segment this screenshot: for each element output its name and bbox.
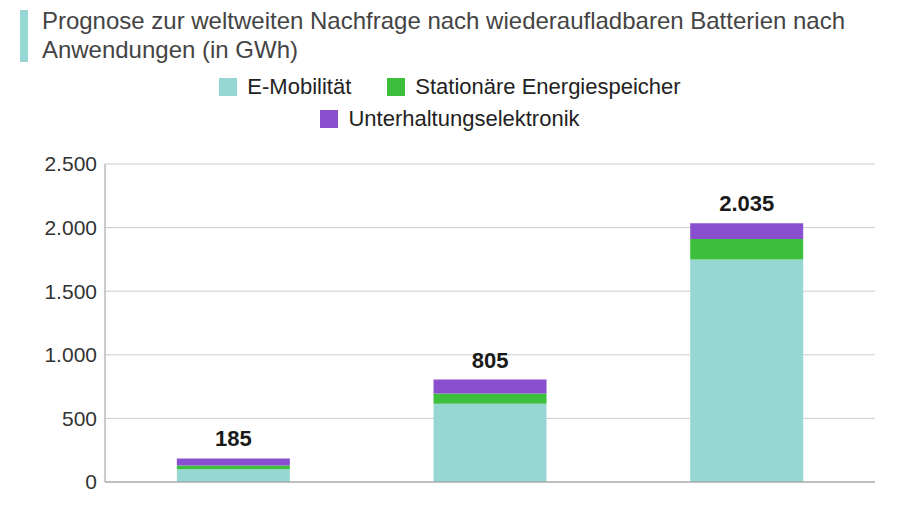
html-text:E-Mobilität: E-Mobilität	[247, 74, 352, 99]
svg-text:0: 0	[85, 470, 97, 492]
svg-text:805: 805	[472, 348, 509, 373]
svg-text:500: 500	[62, 407, 97, 430]
svg-text:1.500: 1.500	[44, 280, 97, 303]
html-text:Stationäre Energiespeicher: Stationäre Energiespeicher	[415, 74, 681, 99]
html-text:Unterhaltungselektronik: Unterhaltungselektronik	[348, 106, 580, 131]
svg-text:2.035: 2.035	[719, 191, 774, 216]
svg-text:185: 185	[215, 426, 252, 451]
svg-text:2.500: 2.500	[44, 152, 97, 175]
svg-text:2.000: 2.000	[44, 216, 97, 239]
html-text:Prognose zur weltweiten Nachfr: Prognose zur weltweiten Nachfrage nach w…	[41, 7, 845, 63]
svg-text:1.000: 1.000	[44, 343, 97, 366]
